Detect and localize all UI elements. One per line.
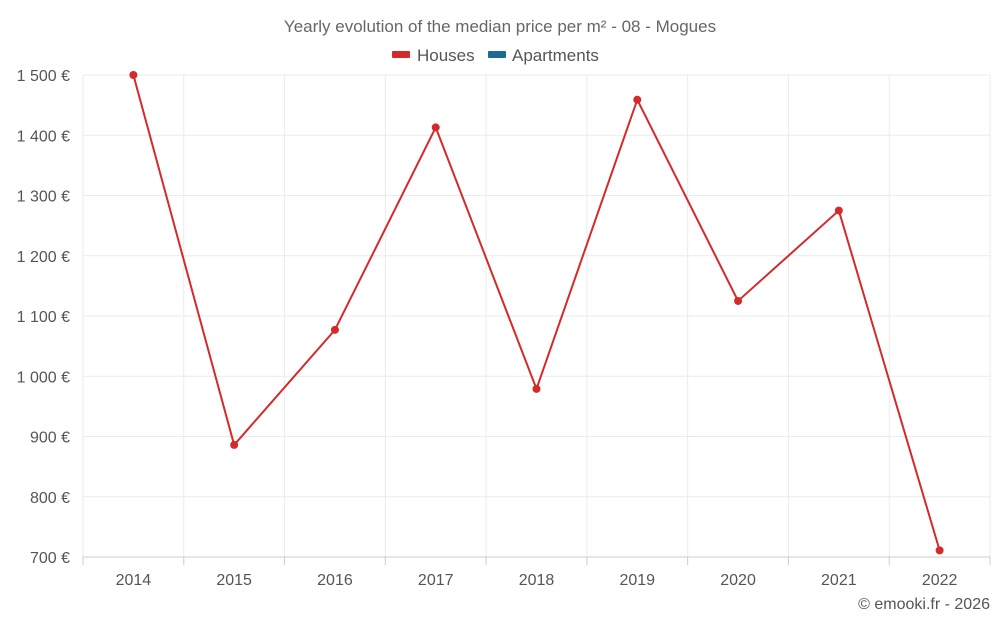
data-point-houses[interactable] — [532, 384, 541, 393]
x-tick-label: 2016 — [317, 572, 353, 589]
x-tick-label: 2014 — [116, 572, 152, 589]
x-axis: 2014 2015 2016 2017 2018 2019 2020 2021 2022 — [82, 556, 991, 589]
y-tick-label: 1 100 € — [17, 309, 70, 326]
data-point-houses[interactable] — [834, 206, 843, 215]
x-tick-label: 2018 — [519, 572, 555, 589]
y-tick-label: 1 000 € — [17, 369, 70, 386]
data-point-houses[interactable] — [734, 296, 743, 305]
legend-label-apartments[interactable]: Apartments — [512, 46, 599, 65]
gridlines — [82, 74, 991, 558]
credit-text: © emooki.fr - 2026 — [858, 596, 990, 613]
series-houses — [129, 71, 944, 555]
y-tick-label: 1 500 € — [17, 68, 70, 85]
data-point-houses[interactable] — [633, 95, 642, 104]
legend-label-houses[interactable]: Houses — [417, 46, 475, 65]
x-tick-label: 2015 — [216, 572, 252, 589]
x-tick-label: 2017 — [418, 572, 454, 589]
data-point-houses[interactable] — [431, 123, 440, 132]
data-point-houses[interactable] — [330, 325, 339, 334]
data-point-houses[interactable] — [129, 71, 138, 79]
legend: Houses Apartments — [392, 46, 599, 65]
y-tick-label: 800 € — [30, 490, 70, 507]
series-line-houses — [132, 74, 941, 551]
legend-swatch-apartments[interactable] — [488, 51, 506, 58]
y-tick-label: 1 300 € — [17, 189, 70, 206]
y-tick-label: 700 € — [30, 550, 70, 567]
data-point-houses[interactable] — [935, 546, 944, 555]
y-axis: 700 € 800 € 900 € 1 000 € 1 100 € 1 200 € 1 30… — [17, 68, 70, 567]
x-tick-label: 2019 — [619, 572, 655, 589]
x-tick-label: 2022 — [922, 572, 958, 589]
y-tick-label: 900 € — [30, 430, 70, 447]
chart-title: Yearly evolution of the median price per… — [284, 17, 716, 36]
y-tick-label: 1 400 € — [17, 128, 70, 145]
legend-swatch-houses[interactable] — [392, 51, 410, 58]
x-tick-label: 2020 — [720, 572, 756, 589]
x-tick-label: 2021 — [821, 572, 857, 589]
data-point-houses[interactable] — [230, 440, 239, 449]
y-tick-label: 1 200 € — [17, 249, 70, 266]
